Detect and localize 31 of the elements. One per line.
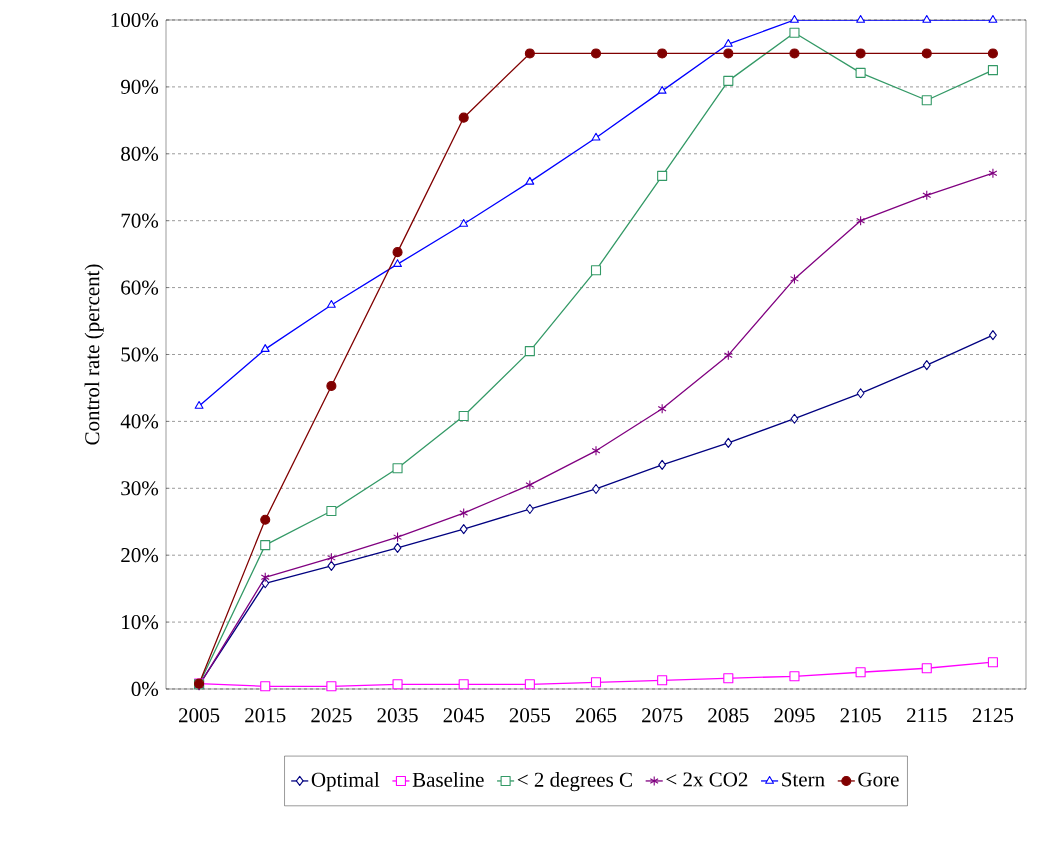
- y-tick-label: 50%: [121, 347, 159, 362]
- y-tick-label: 20%: [121, 548, 159, 563]
- legend-label: < 2x CO2: [666, 772, 748, 787]
- legend-label: Optimal: [311, 772, 380, 792]
- x-tick-label: 2125: [972, 708, 1014, 723]
- x-tick-label: 2055: [509, 708, 551, 723]
- y-tick-label: 90%: [120, 79, 159, 95]
- x-tick-label: 2025: [311, 708, 352, 723]
- y-tick-label: 60%: [121, 280, 159, 295]
- x-tick-label: 2065: [575, 708, 617, 723]
- x-tick-label: 2085: [708, 708, 749, 723]
- x-tick-label: 2115: [907, 708, 947, 723]
- x-tick-label: 2045: [443, 708, 484, 723]
- y-tick-label: 80%: [121, 146, 159, 161]
- y-tick-label: 0%: [131, 681, 159, 697]
- legend-label: Gore: [858, 772, 899, 787]
- y-axis-title: Control rate (percent): [84, 264, 104, 445]
- legend-label: Stern: [782, 772, 825, 787]
- x-tick-label: 2035: [377, 708, 418, 723]
- y-tick-label: 30%: [121, 481, 159, 496]
- legend-label: < 2 degrees C: [517, 772, 632, 792]
- x-tick-label: 2005: [179, 708, 220, 723]
- x-tick-label: 2105: [840, 708, 881, 723]
- legend-label: Baseline: [412, 772, 484, 787]
- x-tick-label: 2015: [245, 708, 286, 723]
- y-tick-label: 70%: [121, 213, 159, 228]
- y-tick-label: 100%: [111, 12, 159, 28]
- y-tick-label: 10%: [122, 614, 159, 630]
- x-tick-label: 2075: [642, 708, 683, 723]
- y-tick-label: 40%: [120, 414, 159, 429]
- x-tick-label: 2095: [774, 708, 815, 723]
